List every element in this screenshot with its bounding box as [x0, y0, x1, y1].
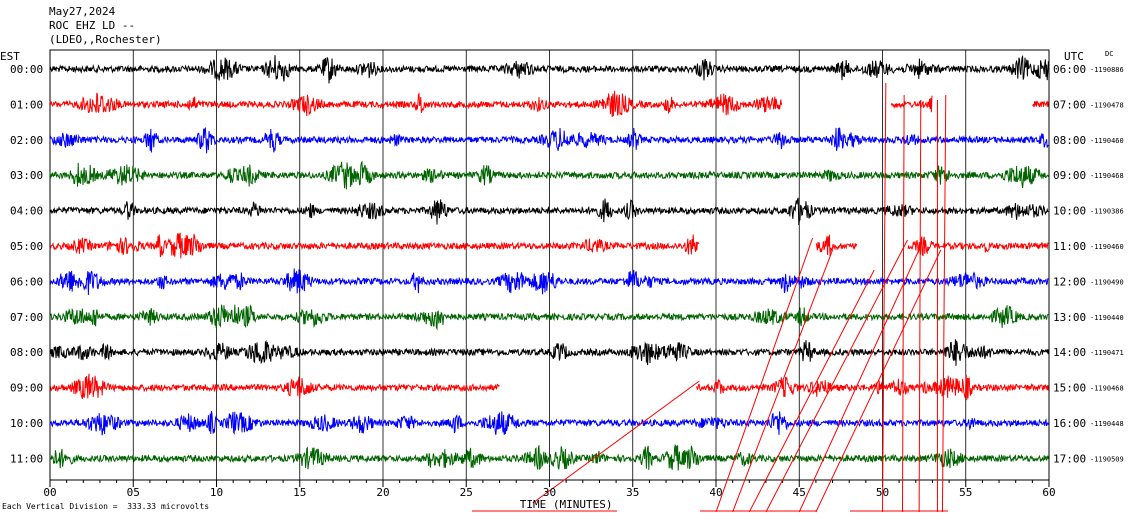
- scale-note: Each Vertical Division = 333.33 microvol…: [2, 502, 210, 511]
- dc-offset-label: -1190886: [1090, 66, 1124, 74]
- utc-time-label: 16:00: [1053, 417, 1086, 430]
- utc-time-label: 06:00: [1053, 63, 1086, 76]
- off-scale-spike: [798, 245, 922, 513]
- off-scale-spike: [901, 94, 905, 513]
- dc-offset-label: -1190468: [1090, 385, 1124, 393]
- off-scale-spike: [748, 269, 875, 513]
- x-tick-label: 45: [793, 486, 806, 499]
- dc-offset-label: -1190460: [1090, 137, 1124, 145]
- trace-row: [49, 373, 1049, 401]
- off-scale-spike: [715, 237, 814, 513]
- off-scale-spike: [732, 249, 834, 513]
- trace-row: [49, 268, 1049, 296]
- utc-time-label: 12:00: [1053, 275, 1086, 288]
- est-time-label: 06:00: [10, 275, 43, 288]
- utc-time-label: 10:00: [1053, 205, 1086, 218]
- off-scale-spike: [941, 94, 947, 513]
- trace-row: [49, 90, 1049, 117]
- trace-row: [49, 304, 1049, 331]
- trace-row: [49, 339, 1049, 366]
- utc-time-label: 07:00: [1053, 98, 1086, 111]
- est-time-label: 00:00: [10, 63, 43, 76]
- axis-labels: EST UTC DC 00:00 06:00 -1190886 01:00 07:00 -119…: [0, 50, 1124, 511]
- x-tick-label: 15: [293, 486, 306, 499]
- x-tick-label: 00: [43, 486, 56, 499]
- est-time-label: 10:00: [10, 417, 43, 430]
- right-axis-label: UTC: [1064, 50, 1084, 63]
- seismic-traces: [49, 55, 1049, 471]
- x-tick-label: 30: [543, 486, 556, 499]
- off-scale-spike: [532, 380, 700, 504]
- x-tick-label: 20: [376, 486, 389, 499]
- utc-time-label: 09:00: [1053, 169, 1086, 182]
- plot-grid: [49, 49, 1050, 487]
- dc-offset-label: -1190386: [1090, 208, 1124, 216]
- utc-time-label: 11:00: [1053, 240, 1086, 253]
- x-axis-title: TIME (MINUTES): [520, 498, 613, 511]
- spike-overlay: [472, 82, 948, 513]
- dc-offset-label: -1190471: [1090, 349, 1124, 357]
- x-tick-label: 10: [210, 486, 223, 499]
- dc-offset-label: -1190468: [1090, 172, 1124, 180]
- left-axis-label: EST: [0, 50, 20, 63]
- trace-row: [49, 410, 1049, 436]
- trace-row: [49, 55, 1049, 84]
- trace-row: [49, 160, 1049, 190]
- dc-offset-label: -1190490: [1090, 278, 1124, 286]
- x-tick-label: 40: [709, 486, 722, 499]
- est-time-label: 02:00: [10, 134, 43, 147]
- utc-time-label: 08:00: [1053, 134, 1086, 147]
- x-tick-label: 60: [1042, 486, 1055, 499]
- trace-row: [49, 126, 1049, 154]
- est-time-label: 01:00: [10, 98, 43, 111]
- est-time-label: 04:00: [10, 205, 43, 218]
- x-tick-label: 50: [876, 486, 889, 499]
- dc-offset-label: -1190460: [1090, 243, 1124, 251]
- x-tick-label: 05: [127, 486, 140, 499]
- dc-offset-label: -1190448: [1090, 420, 1124, 428]
- trace-row: [49, 232, 1049, 259]
- utc-time-label: 14:00: [1053, 346, 1086, 359]
- x-tick-label: 35: [626, 486, 639, 499]
- est-time-label: 05:00: [10, 240, 43, 253]
- off-scale-spike: [918, 99, 922, 513]
- dc-offset-label: -1190440: [1090, 314, 1124, 322]
- dc-column-label: DC: [1105, 50, 1113, 58]
- est-time-label: 11:00: [10, 452, 43, 465]
- est-time-label: 07:00: [10, 311, 43, 324]
- dc-offset-label: -1190478: [1090, 101, 1124, 109]
- utc-time-label: 15:00: [1053, 382, 1086, 395]
- x-tick-label: 25: [460, 486, 473, 499]
- plot-date: May27,2024: [49, 5, 116, 18]
- dc-offset-label: -1190509: [1090, 455, 1124, 463]
- off-scale-spike: [882, 82, 887, 513]
- utc-time-label: 17:00: [1053, 452, 1086, 465]
- est-time-label: 03:00: [10, 169, 43, 182]
- station-network: (LDEO,,Rochester): [49, 33, 162, 46]
- trace-row: [49, 197, 1049, 226]
- trace-row: [49, 444, 1049, 471]
- est-time-label: 09:00: [10, 382, 43, 395]
- station-code: ROC EHZ LD --: [49, 19, 136, 32]
- est-time-label: 08:00: [10, 346, 43, 359]
- utc-time-label: 13:00: [1053, 311, 1086, 324]
- x-tick-label: 55: [959, 486, 972, 499]
